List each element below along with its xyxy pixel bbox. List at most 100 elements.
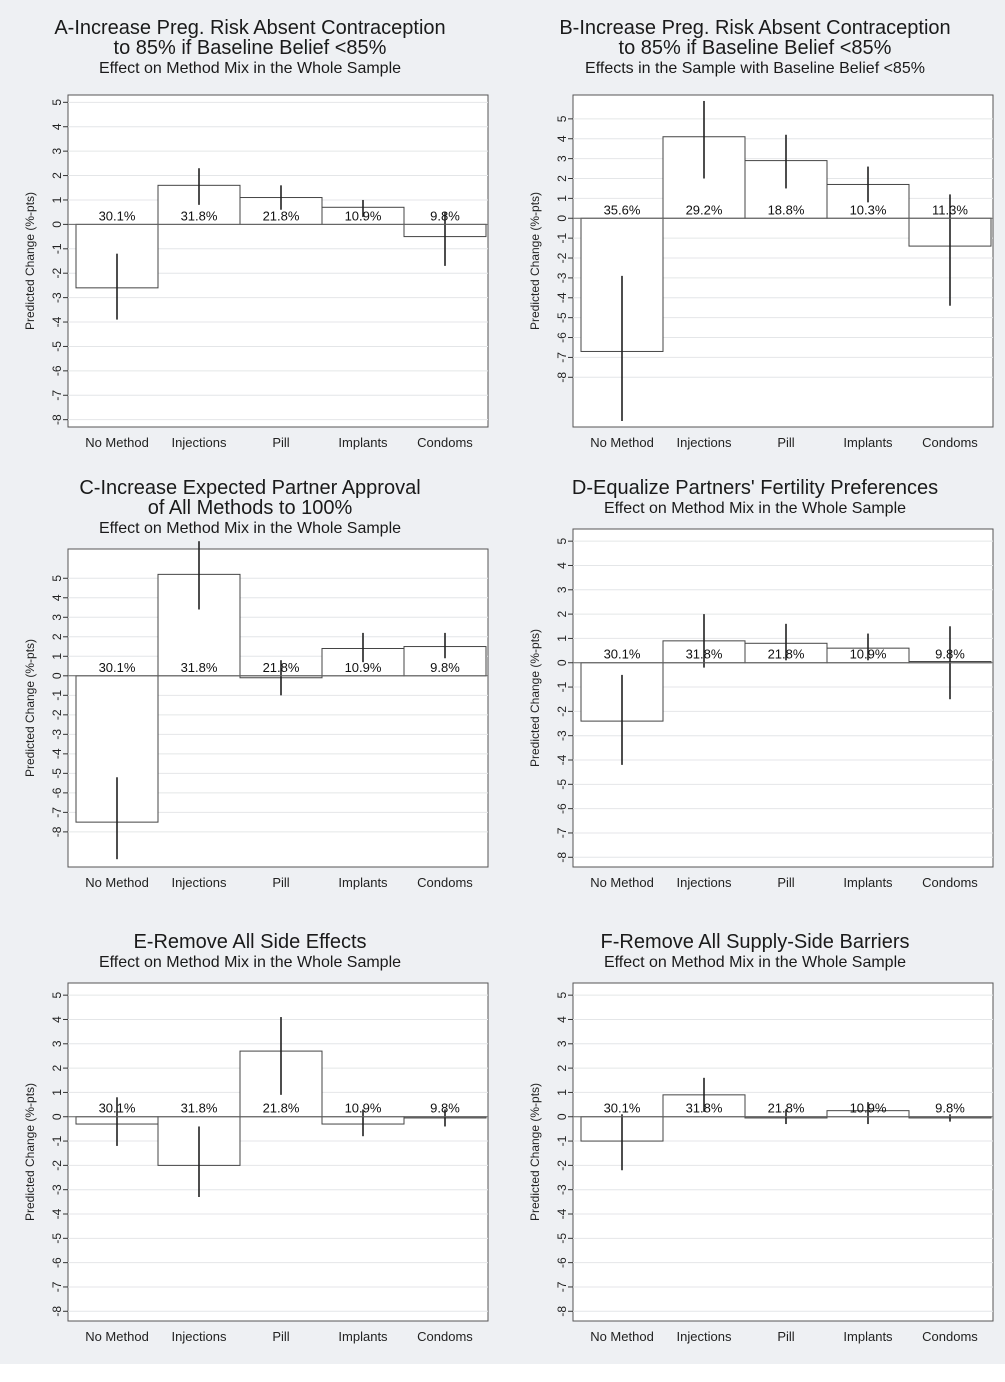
y-tick-label: -5 — [50, 341, 64, 352]
y-tick-label: -8 — [555, 1306, 569, 1317]
y-tick-label: -7 — [555, 827, 569, 838]
x-tick-label: Pill — [777, 1329, 794, 1344]
y-tick-label: -2 — [50, 709, 64, 720]
x-tick-label: No Method — [590, 875, 654, 890]
chart-svg: -8 -7 -6 -5 -4 -3 -2 -1 0 1 2 3 4 5 Predicted Change (… — [528, 982, 994, 1344]
y-tick-label: -6 — [50, 365, 64, 376]
y-tick-label: -2 — [50, 268, 64, 279]
y-tick-label: -1 — [555, 681, 569, 692]
y-tick-label: -3 — [555, 1184, 569, 1195]
share-label: 9.8% — [935, 1101, 965, 1116]
y-tick-label: 4 — [555, 1016, 569, 1023]
x-tick-label: No Method — [85, 875, 149, 890]
y-tick-label: 3 — [50, 614, 64, 621]
y-tick-label: -3 — [50, 729, 64, 740]
y-tick-label: 5 — [50, 992, 64, 999]
x-tick-label: Condoms — [922, 435, 978, 450]
y-tick-label: -2 — [555, 1160, 569, 1171]
y-tick-label: -7 — [50, 807, 64, 818]
y-tick-label: -4 — [555, 1208, 569, 1219]
x-tick-label: No Method — [85, 1329, 149, 1344]
x-tick-label: Implants — [338, 1329, 388, 1344]
chart-subtitle: Effect on Method Mix in the Whole Sample — [98, 954, 402, 971]
share-label: 18.8% — [768, 202, 805, 217]
x-tick-label: Pill — [777, 875, 794, 890]
share-label: 30.1% — [99, 660, 136, 675]
x-tick-label: Condoms — [922, 1329, 978, 1344]
x-tick-label: Implants — [843, 875, 893, 890]
chart-title: to 85% if Baseline Belief <85% — [113, 37, 387, 59]
y-tick-label: -4 — [50, 748, 64, 759]
share-label: 35.6% — [604, 202, 641, 217]
y-tick-label: 5 — [50, 99, 64, 106]
y-tick-label: 2 — [555, 175, 569, 182]
chart-title: E-Remove All Side Effects — [133, 931, 367, 953]
plot-area — [67, 982, 489, 1322]
y-tick-label: -7 — [555, 1281, 569, 1292]
share-label: 21.8% — [768, 1101, 805, 1116]
chart-svg: -8 -7 -6 -5 -4 -3 -2 -1 0 1 2 3 4 5 Predicted Change (… — [23, 982, 489, 1344]
y-tick-label: -3 — [555, 272, 569, 283]
y-tick-label: -6 — [50, 1257, 64, 1268]
y-tick-label: -2 — [555, 252, 569, 263]
y-tick-label: -4 — [555, 754, 569, 765]
y-tick-label: -5 — [50, 1233, 64, 1244]
chart-panel-f: F-Remove All Supply-Side Barriers Effect … — [505, 932, 1005, 1382]
y-tick-label: -1 — [50, 243, 64, 254]
y-tick-label: 1 — [555, 635, 569, 642]
share-label: 10.9% — [850, 1101, 887, 1116]
share-label: 31.8% — [181, 208, 218, 223]
y-tick-label: -8 — [50, 826, 64, 837]
y-tick-label: -5 — [50, 768, 64, 779]
x-tick-label: Pill — [777, 435, 794, 450]
x-tick-label: Injections — [677, 435, 732, 450]
y-axis-label: Predicted Change (%-pts) — [528, 192, 542, 330]
share-label: 9.8% — [430, 1101, 460, 1116]
chart-subtitle: Effect on Method Mix in the Whole Sample — [98, 520, 402, 537]
chart-panel-c: C-Increase Expected Partner Approval of A… — [0, 478, 500, 928]
y-axis-label: Predicted Change (%-pts) — [23, 192, 37, 330]
y-tick-label: 4 — [50, 1016, 64, 1023]
y-tick-label: 1 — [50, 653, 64, 660]
x-tick-label: Injections — [172, 1329, 227, 1344]
y-tick-label: -4 — [50, 1208, 64, 1219]
share-label: 30.1% — [99, 1101, 136, 1116]
y-tick-label: -6 — [50, 787, 64, 798]
x-tick-label: No Method — [85, 435, 149, 450]
share-label: 9.8% — [430, 660, 460, 675]
y-tick-label: 4 — [50, 123, 64, 130]
y-tick-label: -6 — [555, 1257, 569, 1268]
x-tick-label: Condoms — [417, 875, 473, 890]
x-tick-label: Implants — [843, 435, 893, 450]
y-axis-label: Predicted Change (%-pts) — [528, 1083, 542, 1221]
chart-title: B-Increase Preg. Risk Absent Contracepti… — [559, 17, 951, 39]
share-label: 10.3% — [850, 202, 887, 217]
y-tick-label: -1 — [555, 1135, 569, 1146]
chart-subtitle: Effect on Method Mix in the Whole Sample — [603, 500, 907, 517]
y-tick-label: 2 — [555, 610, 569, 617]
y-tick-label: -5 — [555, 1233, 569, 1244]
y-tick-label: -7 — [50, 390, 64, 401]
share-label: 10.9% — [345, 208, 382, 223]
y-tick-label: 2 — [50, 1064, 64, 1071]
y-tick-label: -6 — [555, 803, 569, 814]
share-label: 10.9% — [345, 1101, 382, 1116]
chart-title: C-Increase Expected Partner Approval — [79, 477, 421, 499]
plot-area — [572, 982, 994, 1322]
y-tick-label: 0 — [50, 1113, 64, 1120]
y-tick-label: 2 — [50, 172, 64, 179]
chart-svg: -8 -7 -6 -5 -4 -3 -2 -1 0 1 2 3 4 5 Predicted Change (… — [23, 94, 489, 450]
y-tick-label: 1 — [555, 1089, 569, 1096]
chart-title: D-Equalize Partners' Fertility Preferenc… — [571, 477, 939, 499]
x-tick-label: Condoms — [417, 1329, 473, 1344]
chart-svg: -8 -7 -6 -5 -4 -3 -2 -1 0 1 2 3 4 5 Predicted Change (… — [528, 94, 994, 450]
share-label: 21.8% — [263, 1101, 300, 1116]
chart-subtitle: Effect on Method Mix in the Whole Sample — [603, 954, 907, 971]
y-tick-label: -3 — [555, 730, 569, 741]
y-tick-label: -7 — [50, 1281, 64, 1292]
y-tick-label: 5 — [555, 538, 569, 545]
x-tick-label: No Method — [590, 1329, 654, 1344]
x-tick-label: Pill — [272, 875, 289, 890]
chart-title: to 85% if Baseline Belief <85% — [618, 37, 892, 59]
